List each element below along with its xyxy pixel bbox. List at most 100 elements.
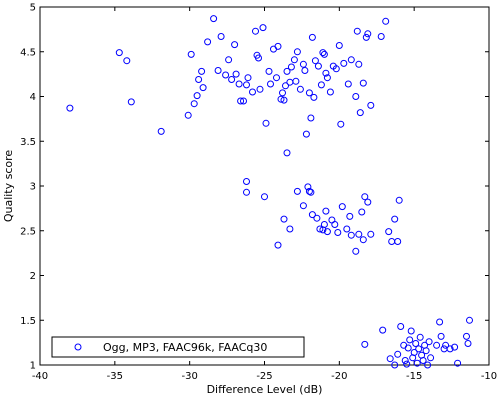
- data-point: [395, 196, 403, 204]
- y-axis-label: Quality score: [2, 150, 15, 223]
- data-point: [424, 361, 432, 369]
- data-point: [386, 355, 394, 363]
- data-point: [454, 359, 462, 367]
- y-tick-label: 3: [30, 182, 36, 193]
- data-point: [437, 332, 445, 340]
- data-point: [355, 230, 363, 238]
- data-point: [340, 59, 348, 67]
- data-point: [322, 69, 330, 77]
- data-point: [359, 79, 367, 87]
- x-tick-label: -10: [481, 371, 497, 382]
- x-axis-label: Difference Level (dB): [207, 383, 323, 396]
- data-point: [364, 30, 372, 38]
- x-tick-label: -35: [107, 371, 123, 382]
- data-point: [446, 345, 454, 353]
- data-point: [464, 340, 472, 347]
- data-point: [308, 211, 316, 219]
- data-point: [283, 67, 291, 75]
- data-point: [332, 65, 340, 73]
- data-point: [322, 207, 330, 215]
- data-point: [347, 56, 355, 64]
- data-point: [214, 67, 222, 74]
- data-point: [404, 344, 412, 352]
- data-point: [313, 214, 321, 222]
- x-tick-label: -30: [181, 371, 197, 382]
- legend-label: Ogg, MP3, FAAC96k, FAACq30: [103, 341, 267, 354]
- data-point: [210, 15, 218, 23]
- data-point: [299, 202, 307, 210]
- data-point: [391, 361, 399, 369]
- data-point: [415, 345, 423, 353]
- data-point: [279, 89, 286, 97]
- y-tick-label: 4.5: [20, 47, 36, 58]
- data-point: [385, 228, 393, 236]
- x-tick-label: -15: [406, 371, 422, 382]
- data-point: [311, 57, 319, 65]
- data-point: [293, 48, 301, 56]
- data-point: [358, 208, 366, 216]
- data-point: [123, 57, 131, 65]
- data-point: [401, 357, 409, 364]
- data-point: [243, 178, 250, 185]
- x-tick-label: -40: [32, 371, 48, 382]
- data-point: [451, 343, 459, 351]
- data-point: [355, 60, 363, 68]
- data-point: [262, 119, 270, 127]
- data-point: [231, 41, 239, 49]
- data-point: [243, 81, 250, 89]
- data-point: [274, 42, 282, 50]
- data-point: [335, 42, 343, 49]
- data-point: [255, 54, 262, 62]
- data-point: [344, 80, 352, 88]
- data-point: [382, 17, 390, 25]
- data-point: [317, 81, 325, 89]
- data-point: [259, 24, 267, 32]
- data-point: [326, 88, 334, 96]
- y-tick-label: 1: [30, 361, 36, 372]
- data-point: [217, 33, 225, 40]
- data-point: [243, 188, 250, 196]
- data-point: [287, 63, 295, 71]
- data-point: [394, 350, 402, 358]
- data-point: [292, 77, 300, 85]
- data-point: [244, 74, 252, 82]
- data-point: [199, 84, 207, 92]
- data-point: [403, 360, 411, 368]
- data-point: [352, 93, 360, 100]
- data-point: [299, 60, 307, 68]
- data-point: [308, 33, 316, 41]
- x-tick-label: -20: [331, 371, 347, 382]
- data-point: [157, 127, 165, 135]
- data-point: [359, 236, 367, 244]
- y-tick-label: 3.5: [20, 137, 36, 148]
- data-point: [267, 80, 274, 88]
- data-point: [367, 101, 375, 109]
- data-point: [316, 225, 324, 233]
- y-tick-label: 5: [30, 3, 36, 14]
- data-point: [367, 230, 375, 238]
- data-point: [277, 95, 285, 103]
- data-point: [301, 67, 309, 74]
- y-tick-label: 4: [30, 92, 36, 103]
- data-point: [346, 212, 354, 220]
- data-point: [427, 354, 435, 362]
- data-point: [347, 231, 355, 239]
- data-point: [265, 67, 273, 75]
- data-point: [237, 97, 245, 105]
- data-point: [235, 80, 243, 88]
- data-point: [252, 27, 259, 35]
- tick-labels: -40 -35 -30 -25 -20 -15 -10 1 1.5 2 2.5 3 3.5 4 4.5 5: [20, 3, 497, 383]
- legend-marker: [74, 343, 82, 351]
- data-point: [436, 318, 444, 326]
- data-point: [377, 33, 385, 40]
- data-point: [204, 38, 212, 46]
- data-point: [352, 247, 360, 255]
- data-point: [296, 85, 304, 93]
- data-point: [225, 56, 233, 64]
- data-point: [406, 336, 414, 344]
- data-point: [190, 100, 198, 108]
- data-point: [283, 149, 291, 157]
- data-point: [302, 130, 310, 138]
- data-point: [416, 333, 424, 341]
- data-point: [410, 349, 418, 356]
